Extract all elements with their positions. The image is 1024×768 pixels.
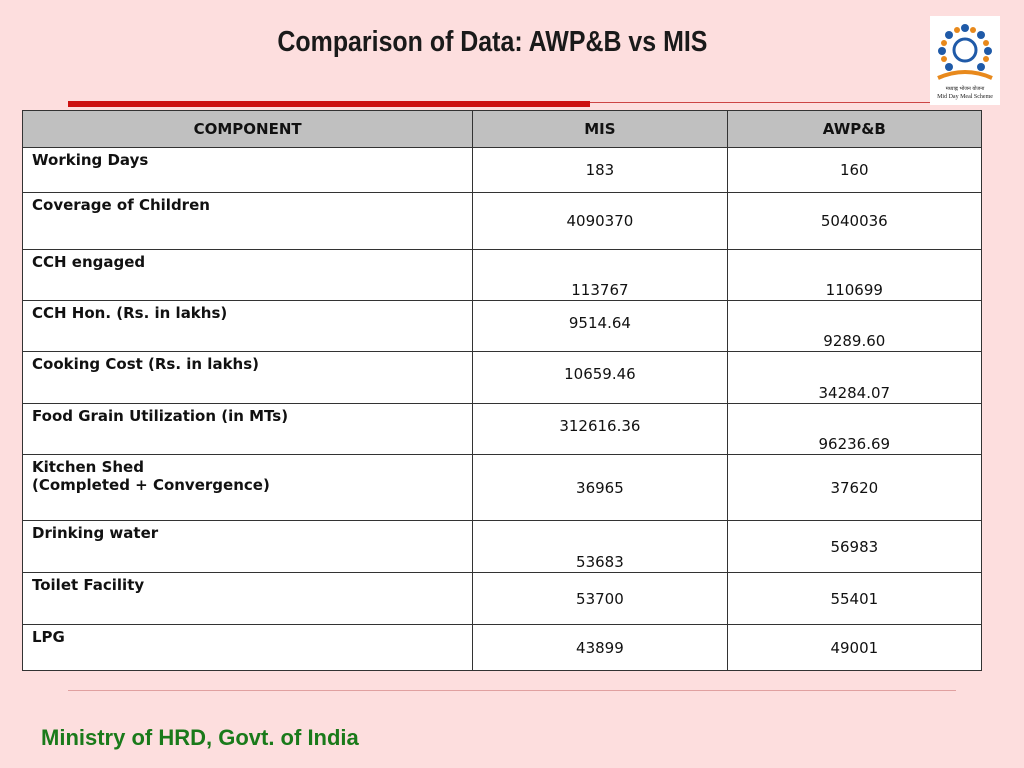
cell-value: 43899 — [472, 624, 728, 671]
table-row: LPG 43899 49001 — [21, 624, 983, 671]
table-row: Coverage of Children 4090370 5040036 — [21, 192, 983, 250]
table-row: Cooking Cost (Rs. in lakhs) 10659.46 34284… — [21, 351, 983, 404]
cell-value: 9289.60 — [726, 300, 983, 352]
table-row: Toilet Facility 53700 55401 — [21, 572, 983, 625]
cell-value: 113767 — [472, 249, 728, 301]
cell-value: 96236.69 — [726, 403, 983, 455]
cell-value: 49001 — [726, 624, 983, 671]
cell-value: 53700 — [472, 572, 728, 625]
logo-text: Mid Day Meal Scheme — [937, 94, 993, 100]
table-row: Food Grain Utilization (in MTs) 312616.36… — [21, 403, 983, 455]
cell-value: 55401 — [726, 572, 983, 625]
table-row: Working Days 183 160 — [21, 147, 983, 193]
cell-value: 56983 — [726, 520, 983, 573]
cell-value: 160 — [726, 147, 983, 193]
title-underline — [68, 101, 590, 107]
cell-value: 34284.07 — [726, 351, 983, 404]
row-label: LPG — [21, 624, 474, 671]
footer: Ministry of HRD, Govt. of India — [41, 725, 359, 750]
table-row: CCH Hon. (Rs. in lakhs) 9514.64 9289.60 — [21, 300, 983, 352]
table-row: Kitchen Shed (Completed + Convergence) 36… — [21, 454, 983, 521]
logo: मध्याह्न भोजन योजना Mid Day Meal Scheme — [930, 16, 1000, 105]
table-row: Drinking water 53683 56983 — [21, 520, 983, 573]
title: Comparison of Data: AWP&B vs MIS — [277, 26, 708, 58]
table-body: Working Days 183 160 Coverage of Children 40… — [21, 147, 983, 671]
logo-hindi: मध्याह्न भोजन योजना — [945, 86, 985, 92]
cell-value: 53683 — [472, 520, 728, 573]
cell-value: 312616.36 — [472, 403, 728, 455]
row-label: CCH Hon. (Rs. in lakhs) — [21, 300, 474, 352]
comparison-table: COMPONENT MIS AWP&B Working Days 183 160 Cove… — [21, 110, 983, 671]
row-label: CCH engaged — [21, 249, 474, 301]
footer-rule — [68, 690, 956, 691]
row-label: Food Grain Utilization (in MTs) — [21, 403, 474, 455]
column-header: AWP&B — [726, 110, 983, 148]
cell-value: 36965 — [472, 454, 728, 521]
title-rule — [590, 102, 930, 103]
cell-value: 9514.64 — [472, 300, 728, 352]
header-row: COMPONENT MIS AWP&B — [21, 110, 983, 148]
cell-value: 110699 — [726, 249, 983, 301]
logo-icon — [937, 24, 993, 80]
cell-value: 10659.46 — [472, 351, 728, 404]
row-label: Kitchen Shed (Completed + Convergence) — [21, 454, 474, 521]
table-row: CCH engaged 113767 110699 — [21, 249, 983, 301]
column-header: COMPONENT — [21, 110, 474, 148]
row-label: Toilet Facility — [21, 572, 474, 625]
row-label: Cooking Cost (Rs. in lakhs) — [21, 351, 474, 404]
column-header: MIS — [472, 110, 728, 148]
row-label: Coverage of Children — [21, 192, 474, 250]
cell-value: 37620 — [726, 454, 983, 521]
cell-value: 4090370 — [472, 192, 728, 250]
cell-value: 5040036 — [726, 192, 983, 250]
row-label: Working Days — [21, 147, 474, 193]
row-label: Drinking water — [21, 520, 474, 573]
cell-value: 183 — [472, 147, 728, 193]
